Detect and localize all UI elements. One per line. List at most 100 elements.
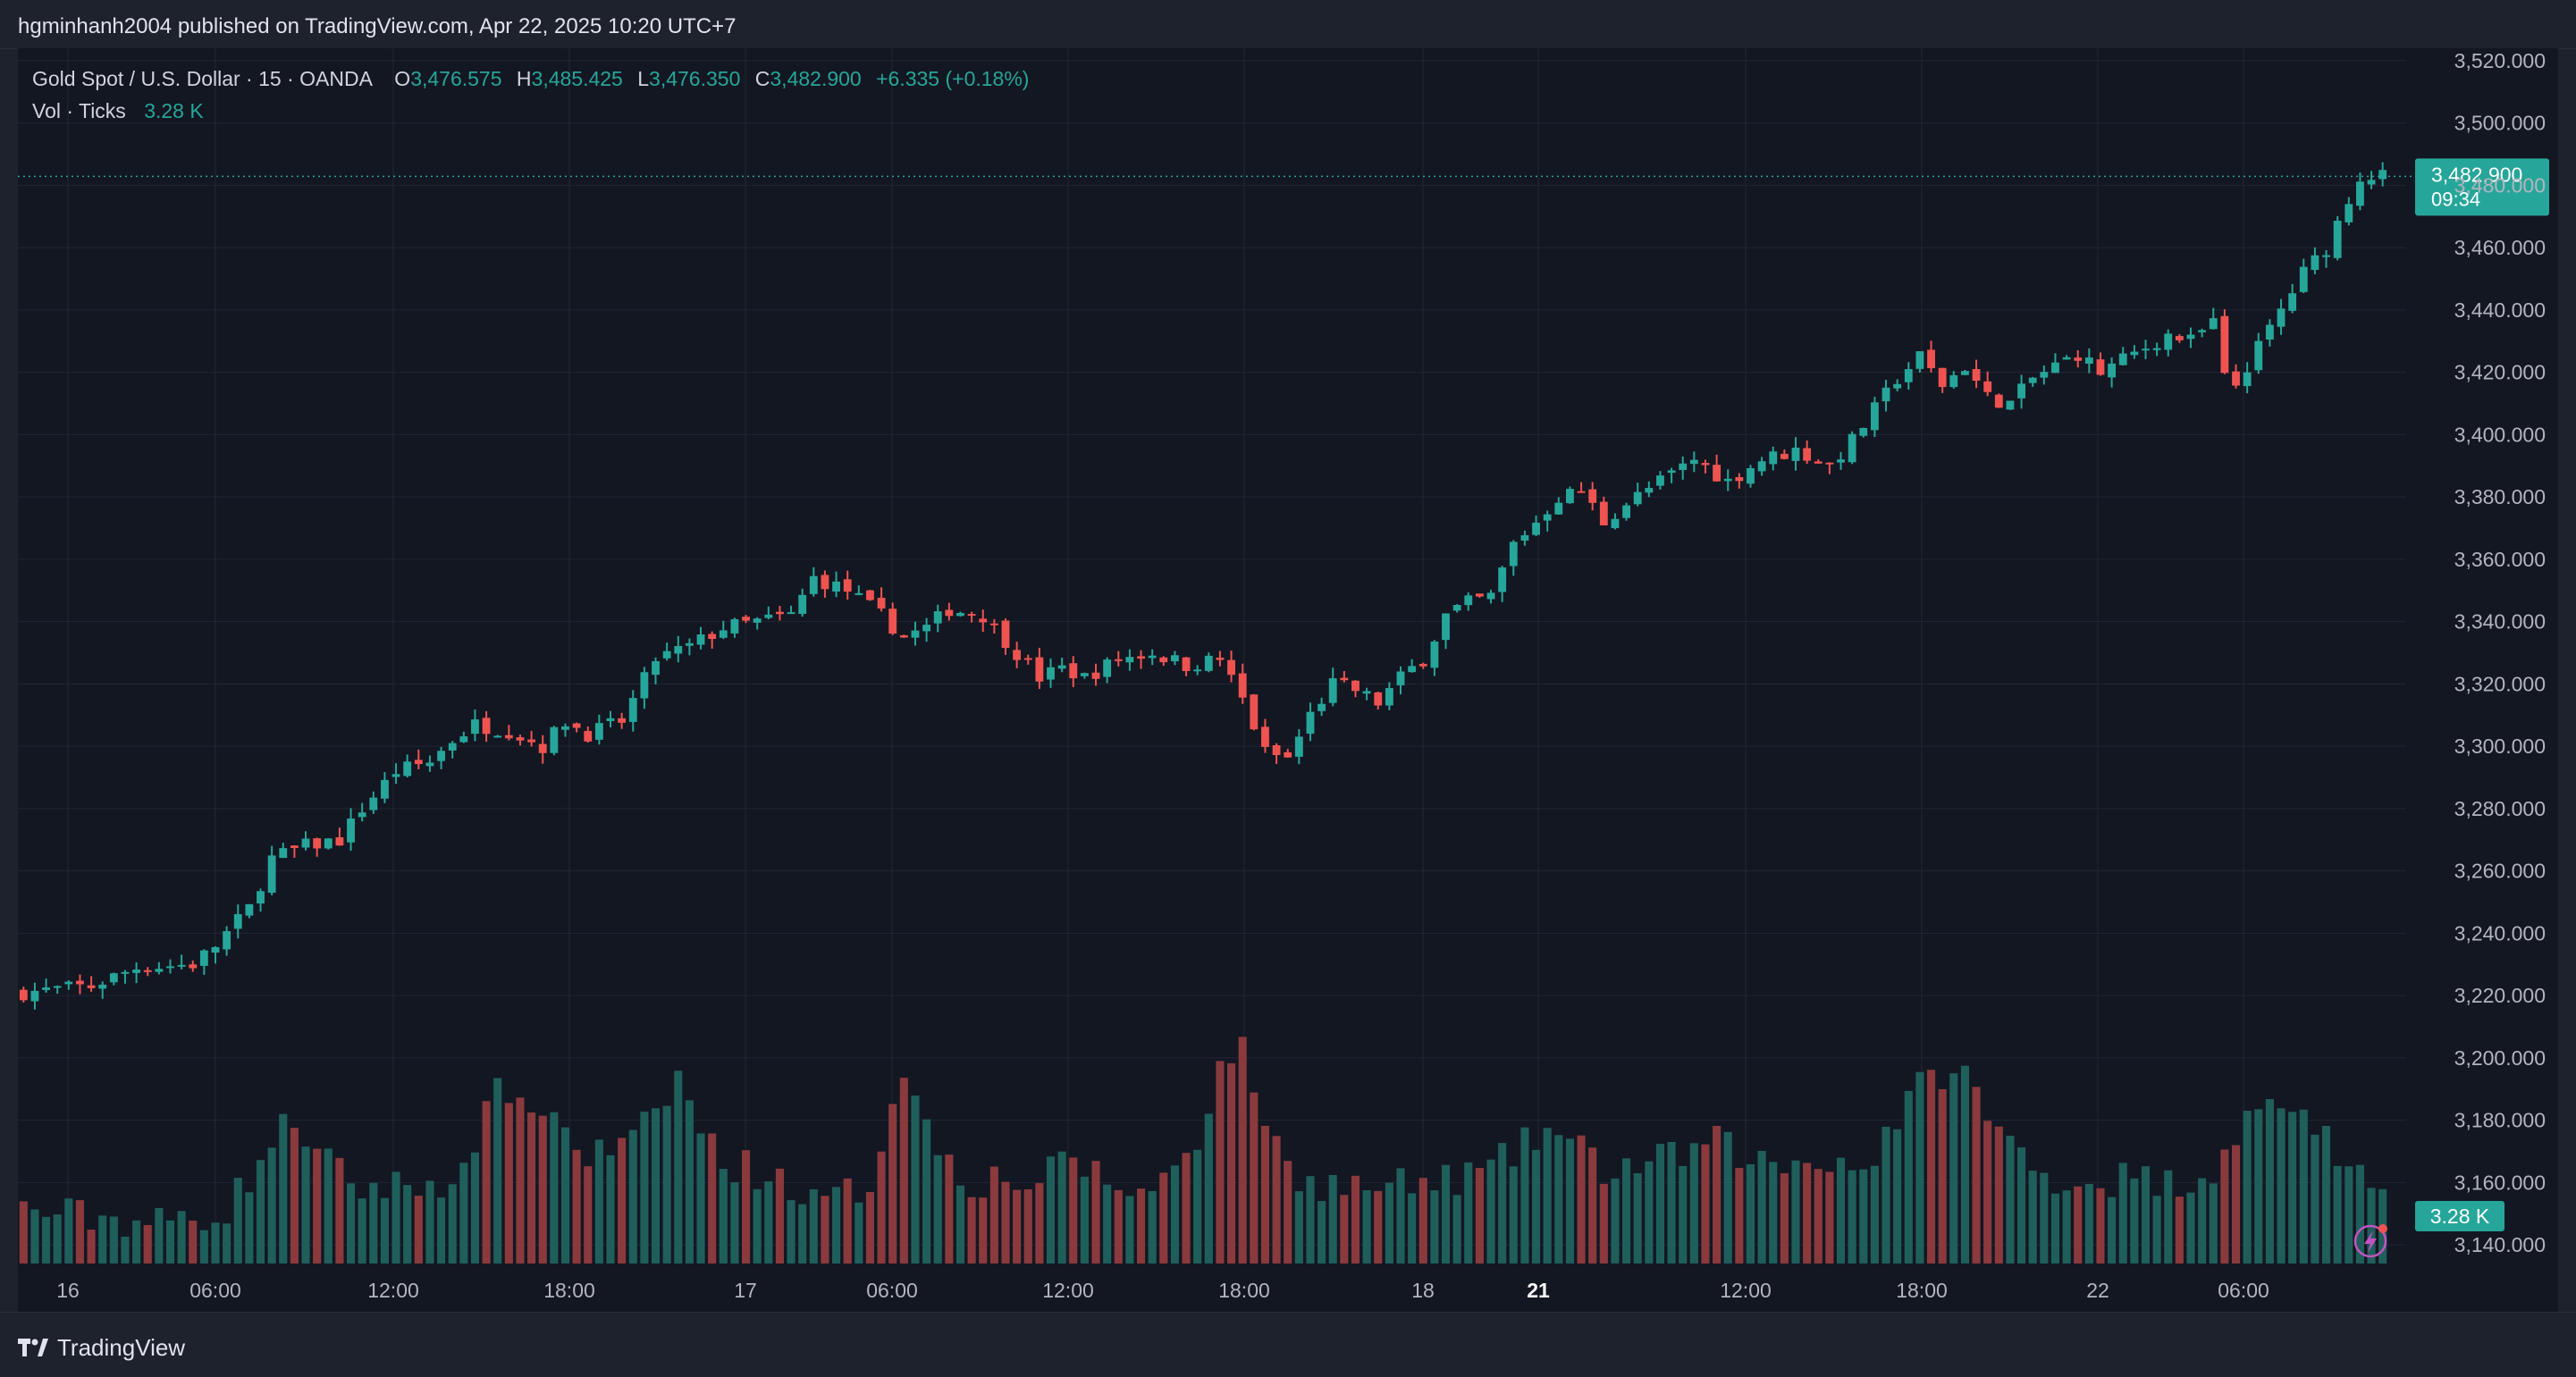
candle-body (832, 581, 840, 592)
volume-bar (651, 1108, 661, 1264)
volume-bar (1848, 1170, 1856, 1264)
volume-row: Vol · Ticks 3.28 K (32, 95, 1029, 127)
volume-label[interactable]: Vol · Ticks (32, 99, 126, 122)
symbol-title[interactable]: Gold Spot / U.S. Dollar · 15 · OANDA (32, 67, 373, 90)
volume-bar (1057, 1151, 1066, 1264)
volume-bar (527, 1113, 536, 1264)
candle-body (1667, 470, 1676, 474)
volume-bar (821, 1196, 829, 1264)
candle-body (98, 984, 107, 989)
volume-bar (2074, 1186, 2083, 1264)
volume-bar (279, 1113, 288, 1264)
volume-bar (922, 1119, 931, 1264)
volume-bar (1893, 1129, 1902, 1264)
volume-bar (177, 1211, 186, 1264)
time-tick-label: 18 (1411, 1279, 1435, 1302)
volume-bar (911, 1096, 920, 1264)
candle-body (403, 761, 412, 777)
candle-body (1803, 448, 1812, 461)
volume-bar (199, 1230, 208, 1264)
lightning-icon[interactable] (2353, 1224, 2387, 1258)
volume-bar (223, 1223, 232, 1264)
candle-body (652, 660, 660, 676)
candle-body (2084, 357, 2093, 365)
candle-body (53, 986, 62, 988)
chart-legend: Gold Spot / U.S. Dollar · 15 · OANDA O3,… (32, 63, 1029, 127)
candle-body (945, 609, 954, 617)
volume-bar (2220, 1149, 2229, 1264)
ohlc-row: Gold Spot / U.S. Dollar · 15 · OANDA O3,… (32, 63, 1029, 95)
volume-bar (1069, 1157, 1078, 1264)
candle-body (1983, 381, 1992, 392)
brand-name: TradingView (57, 1334, 186, 1361)
time-tick-label: 06:00 (866, 1279, 918, 1302)
candle-body (1396, 671, 1405, 685)
volume-bar (437, 1197, 446, 1264)
chart-pane[interactable] (18, 48, 2558, 1312)
volume-bar (403, 1185, 412, 1264)
volume-bar (1023, 1188, 1032, 1264)
price-tick-label: 3,340.000 (2454, 610, 2546, 634)
volume-bar (741, 1150, 751, 1264)
volume-bar (1136, 1188, 1146, 1264)
time-tick-label: 18:00 (543, 1279, 595, 1302)
candle-body (1408, 666, 1417, 673)
candle-body (618, 718, 627, 723)
volume-bar (1565, 1138, 1574, 1264)
volume-bar (584, 1166, 593, 1264)
candle-body (1893, 383, 1902, 389)
volume-bar (1227, 1062, 1236, 1264)
volume-bar (1317, 1201, 1326, 1264)
candle-body (267, 855, 276, 894)
price-tick-label: 3,240.000 (2454, 921, 2546, 945)
candle-body (1442, 613, 1450, 641)
candle-body (391, 774, 400, 777)
candle-body (1284, 751, 1292, 758)
volume-bar (1938, 1088, 1947, 1264)
volume-bar (1611, 1178, 1620, 1264)
volume-bar (1216, 1061, 1225, 1264)
candle-body (1588, 489, 1597, 503)
candle-body (628, 698, 637, 722)
candles (19, 162, 2387, 1010)
candle-body (2243, 372, 2252, 387)
volume-bar (1780, 1172, 1789, 1264)
candle-body (911, 630, 920, 638)
price-tick-label: 3,280.000 (2454, 797, 2546, 820)
candle-body (1171, 655, 1179, 662)
volume-badge-value: 3.28 K (2430, 1205, 2490, 1228)
price-tick-label: 3,420.000 (2454, 361, 2546, 384)
volume-bar (2141, 1166, 2151, 1264)
tradingview-brand[interactable]: TradingView (18, 1334, 185, 1362)
candle-body (1645, 488, 1654, 493)
volume-bar (1441, 1164, 1451, 1264)
volume-bar (335, 1157, 344, 1264)
volume-bar (2017, 1147, 2026, 1264)
candle-body (1023, 658, 1032, 660)
close-label: C (754, 67, 770, 90)
candle-body (1069, 663, 1078, 679)
time-tick-label: 18:00 (1896, 1279, 1948, 1302)
volume-bar (1418, 1178, 1427, 1264)
price-tick-label: 3,500.000 (2454, 112, 2546, 135)
candle-body (1938, 367, 1947, 388)
candle-body (109, 973, 118, 983)
candle-body (1881, 387, 1890, 402)
candle-body (1340, 677, 1349, 681)
candle-body (1532, 522, 1540, 535)
candle-body (662, 651, 671, 659)
volume-bar (1859, 1169, 1868, 1264)
candle-body (1114, 659, 1123, 661)
candle-body (866, 590, 874, 600)
candle-body (1204, 655, 1213, 671)
candle-body (76, 980, 84, 985)
low-label: L (637, 67, 650, 90)
candle-body (1193, 669, 1202, 672)
volume-bars (19, 1037, 2387, 1264)
candle-body (2198, 330, 2207, 332)
volume-bar (2062, 1190, 2071, 1264)
price-badge-value: 3,482.900 (2431, 163, 2522, 186)
time-tick-label: 06:00 (2218, 1279, 2269, 1302)
